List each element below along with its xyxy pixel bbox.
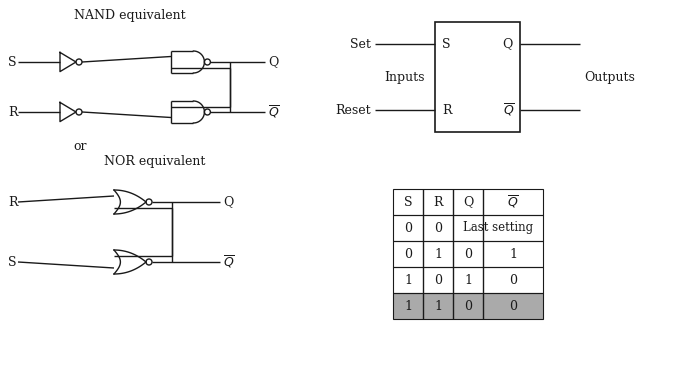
Text: Q: Q xyxy=(503,37,513,51)
Text: 0: 0 xyxy=(464,299,472,313)
Text: Inputs: Inputs xyxy=(385,70,425,83)
Text: Q: Q xyxy=(223,196,233,208)
Text: $\overline{Q}$: $\overline{Q}$ xyxy=(223,254,235,270)
Text: 1: 1 xyxy=(464,273,472,287)
Text: $\overline{Q}$: $\overline{Q}$ xyxy=(268,104,280,120)
Text: 1: 1 xyxy=(434,247,442,261)
Text: 0: 0 xyxy=(404,222,412,234)
Text: Outputs: Outputs xyxy=(584,70,635,83)
Text: 1: 1 xyxy=(434,299,442,313)
Text: Q: Q xyxy=(463,196,473,208)
Text: 0: 0 xyxy=(464,247,472,261)
Text: 0: 0 xyxy=(434,222,442,234)
Text: 1: 1 xyxy=(404,273,412,287)
Bar xyxy=(435,22,520,132)
Text: Q: Q xyxy=(268,55,279,69)
Text: or: or xyxy=(73,141,87,153)
Text: S: S xyxy=(8,256,16,268)
Bar xyxy=(393,241,543,267)
Text: NOR equivalent: NOR equivalent xyxy=(104,155,206,168)
Text: S: S xyxy=(404,196,412,208)
Bar xyxy=(393,267,543,293)
Text: 1: 1 xyxy=(509,247,517,261)
Text: Last setting: Last setting xyxy=(463,222,533,234)
Bar xyxy=(393,293,543,319)
Text: NAND equivalent: NAND equivalent xyxy=(74,9,186,22)
Text: 1: 1 xyxy=(404,299,412,313)
Text: Reset: Reset xyxy=(335,104,371,116)
Text: R: R xyxy=(442,104,452,116)
Text: R: R xyxy=(8,196,18,208)
Text: 0: 0 xyxy=(509,273,517,287)
Text: S: S xyxy=(442,37,450,51)
Text: S: S xyxy=(8,55,16,69)
Text: 0: 0 xyxy=(404,247,412,261)
Text: R: R xyxy=(433,196,443,208)
Text: 0: 0 xyxy=(434,273,442,287)
Text: $\overline{Q}$: $\overline{Q}$ xyxy=(507,194,519,210)
Text: Set: Set xyxy=(350,37,371,51)
Bar xyxy=(393,215,543,241)
Bar xyxy=(393,293,543,319)
Text: 0: 0 xyxy=(509,299,517,313)
Text: $\overline{Q}$: $\overline{Q}$ xyxy=(503,102,515,118)
Text: R: R xyxy=(8,106,18,118)
Bar xyxy=(393,189,543,215)
